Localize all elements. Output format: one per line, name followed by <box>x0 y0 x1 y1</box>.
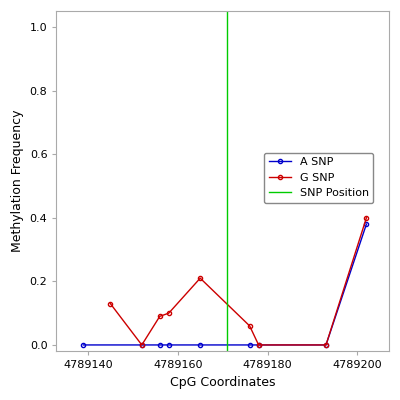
G SNP <box>324 342 328 347</box>
A SNP <box>324 342 328 347</box>
A SNP <box>81 342 86 347</box>
A SNP <box>157 342 162 347</box>
A SNP <box>247 342 252 347</box>
Legend: A SNP, G SNP, SNP Position: A SNP, G SNP, SNP Position <box>264 153 373 203</box>
X-axis label: CpG Coordinates: CpG Coordinates <box>170 376 276 389</box>
G SNP <box>247 324 252 328</box>
G SNP <box>140 342 144 347</box>
G SNP <box>166 311 171 316</box>
Line: G SNP: G SNP <box>108 216 368 347</box>
G SNP <box>198 276 203 280</box>
G SNP <box>256 342 261 347</box>
G SNP <box>108 301 113 306</box>
A SNP <box>256 342 261 347</box>
Y-axis label: Methylation Frequency: Methylation Frequency <box>11 110 24 252</box>
A SNP <box>198 342 203 347</box>
A SNP <box>364 222 369 226</box>
A SNP <box>140 342 144 347</box>
A SNP <box>166 342 171 347</box>
G SNP <box>364 215 369 220</box>
Line: A SNP: A SNP <box>81 222 368 347</box>
G SNP <box>157 314 162 319</box>
